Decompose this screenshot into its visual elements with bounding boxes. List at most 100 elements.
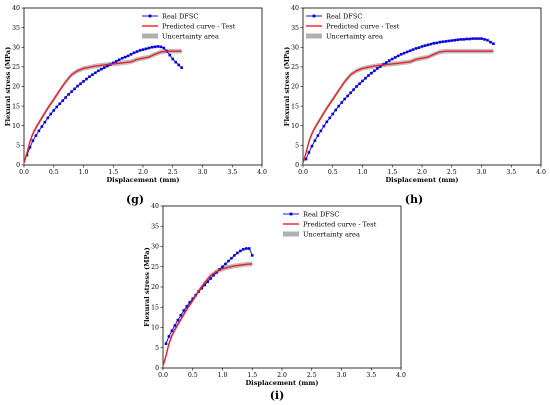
x-tick-label: 1.5 (108, 169, 118, 176)
data-point-real-dfsc (474, 37, 477, 40)
data-point-real-dfsc (31, 139, 35, 142)
data-point-real-dfsc (420, 45, 424, 48)
data-point-real-dfsc (159, 45, 163, 49)
data-point-real-dfsc (304, 157, 308, 161)
uncertainty-band (163, 261, 253, 369)
chart-panel-1: 0.0 0.5 1.0 1.5 2.0 2.5 3.0 3.5 4.0 0 5 10 15 20 25 30 3… (283, 5, 546, 184)
x-tick-label: 0.5 (188, 372, 198, 379)
y-tick-label: 15 (291, 103, 299, 110)
data-point-real-dfsc (492, 42, 495, 46)
data-point-real-dfsc (453, 38, 457, 42)
data-point-real-dfsc (43, 120, 47, 124)
data-point-real-dfsc (200, 286, 203, 290)
data-point-real-dfsc (393, 56, 397, 59)
data-point-real-dfsc (435, 41, 439, 45)
x-tick-label: 0.0 (298, 169, 308, 176)
legend: Real DFSC Predicted curve - Test Uncertain… (142, 12, 236, 40)
x-tick-label: 0.5 (49, 169, 59, 176)
data-point-real-dfsc (182, 309, 186, 312)
data-point-real-dfsc (97, 69, 100, 73)
y-axis-title: Flexural stress (MPa) (283, 47, 291, 126)
series-line-real-dfsc (165, 248, 253, 344)
x-tick-label: 2.5 (447, 169, 457, 176)
data-point-real-dfsc (224, 262, 227, 266)
data-point-real-dfsc (46, 116, 50, 120)
data-point-real-dfsc (52, 109, 56, 112)
data-point-real-dfsc (58, 102, 61, 106)
series-line-predicted (23, 50, 182, 164)
data-point-real-dfsc (385, 61, 388, 64)
data-point-real-dfsc (396, 54, 400, 58)
data-point-real-dfsc (337, 104, 340, 108)
data-point-real-dfsc (483, 38, 486, 41)
panel-label-h: (h) (405, 193, 423, 206)
x-tick-label: 3.5 (506, 169, 516, 176)
data-point-real-dfsc (367, 74, 370, 77)
data-point-real-dfsc (417, 46, 421, 49)
legend-label-predicted: Predicted curve - Test (162, 22, 236, 30)
data-point-real-dfsc (85, 77, 88, 81)
data-point-real-dfsc (414, 47, 418, 50)
x-tick-label: 4.0 (536, 169, 546, 176)
data-point-real-dfsc (334, 108, 338, 112)
series-line-predicted (302, 50, 494, 164)
x-tick-label: 2.0 (138, 169, 148, 176)
x-tick-label: 1.5 (247, 372, 257, 379)
x-axis-title: Displacement (mm) (245, 379, 318, 387)
data-point-real-dfsc (170, 329, 174, 333)
data-point-real-dfsc (325, 120, 329, 124)
data-point-real-dfsc (129, 53, 133, 56)
data-point-real-dfsc (64, 96, 67, 99)
data-point-real-dfsc (106, 64, 109, 68)
y-tick-label: 40 (12, 5, 20, 12)
data-point-real-dfsc (379, 65, 382, 68)
data-point-real-dfsc (343, 97, 346, 101)
x-tick-label: 0.0 (19, 169, 29, 176)
data-point-real-dfsc (373, 69, 376, 73)
x-axis-title: Displacement (mm) (106, 176, 179, 184)
x-tick-label: 0.0 (158, 372, 168, 379)
legend-label-uncertainty: Uncertainty area (303, 230, 360, 238)
data-point-real-dfsc (462, 38, 465, 41)
data-point-real-dfsc (477, 37, 480, 40)
data-point-real-dfsc (441, 40, 445, 44)
x-tick-label: 3.0 (337, 372, 347, 379)
data-point-real-dfsc (352, 88, 355, 91)
data-point-real-dfsc (450, 39, 454, 42)
data-point-real-dfsc (471, 37, 474, 40)
data-point-real-dfsc (209, 277, 212, 280)
data-point-real-dfsc (328, 116, 332, 120)
data-point-real-dfsc (307, 151, 311, 154)
data-point-real-dfsc (242, 248, 245, 251)
data-point-real-dfsc (319, 129, 323, 133)
data-point-real-dfsc (37, 129, 41, 133)
y-tick-label: 20 (12, 84, 20, 91)
x-tick-label: 3.0 (477, 169, 487, 176)
x-tick-label: 1.0 (218, 372, 228, 379)
data-point-real-dfsc (370, 71, 373, 75)
legend-swatch-uncertainty (283, 231, 299, 237)
data-point-real-dfsc (390, 57, 394, 61)
data-point-real-dfsc (162, 46, 166, 50)
panel-label-g: (g) (126, 193, 144, 206)
data-point-real-dfsc (247, 247, 251, 250)
data-point-real-dfsc (322, 124, 326, 128)
y-tick-label: 10 (12, 123, 20, 130)
legend-marker-real-dfsc (289, 212, 293, 216)
data-point-real-dfsc (180, 66, 183, 69)
chart-panel-0: 0.0 0.5 1.0 1.5 2.0 2.5 3.0 3.5 4.0 0 5 10 15 20 25 30 3… (4, 5, 267, 184)
data-point-real-dfsc (465, 37, 468, 41)
series-line-predicted (162, 263, 253, 367)
data-point-real-dfsc (480, 37, 483, 40)
x-tick-label: 2.0 (417, 169, 427, 176)
data-point-real-dfsc (185, 305, 189, 308)
x-tick-label: 1.5 (387, 169, 397, 176)
data-point-real-dfsc (432, 42, 436, 45)
x-tick-label: 0.5 (328, 169, 338, 176)
data-point-real-dfsc (49, 112, 53, 116)
y-tick-label: 15 (151, 304, 159, 311)
data-point-real-dfsc (444, 40, 448, 43)
data-point-real-dfsc (227, 259, 230, 263)
data-point-real-dfsc (313, 139, 317, 142)
